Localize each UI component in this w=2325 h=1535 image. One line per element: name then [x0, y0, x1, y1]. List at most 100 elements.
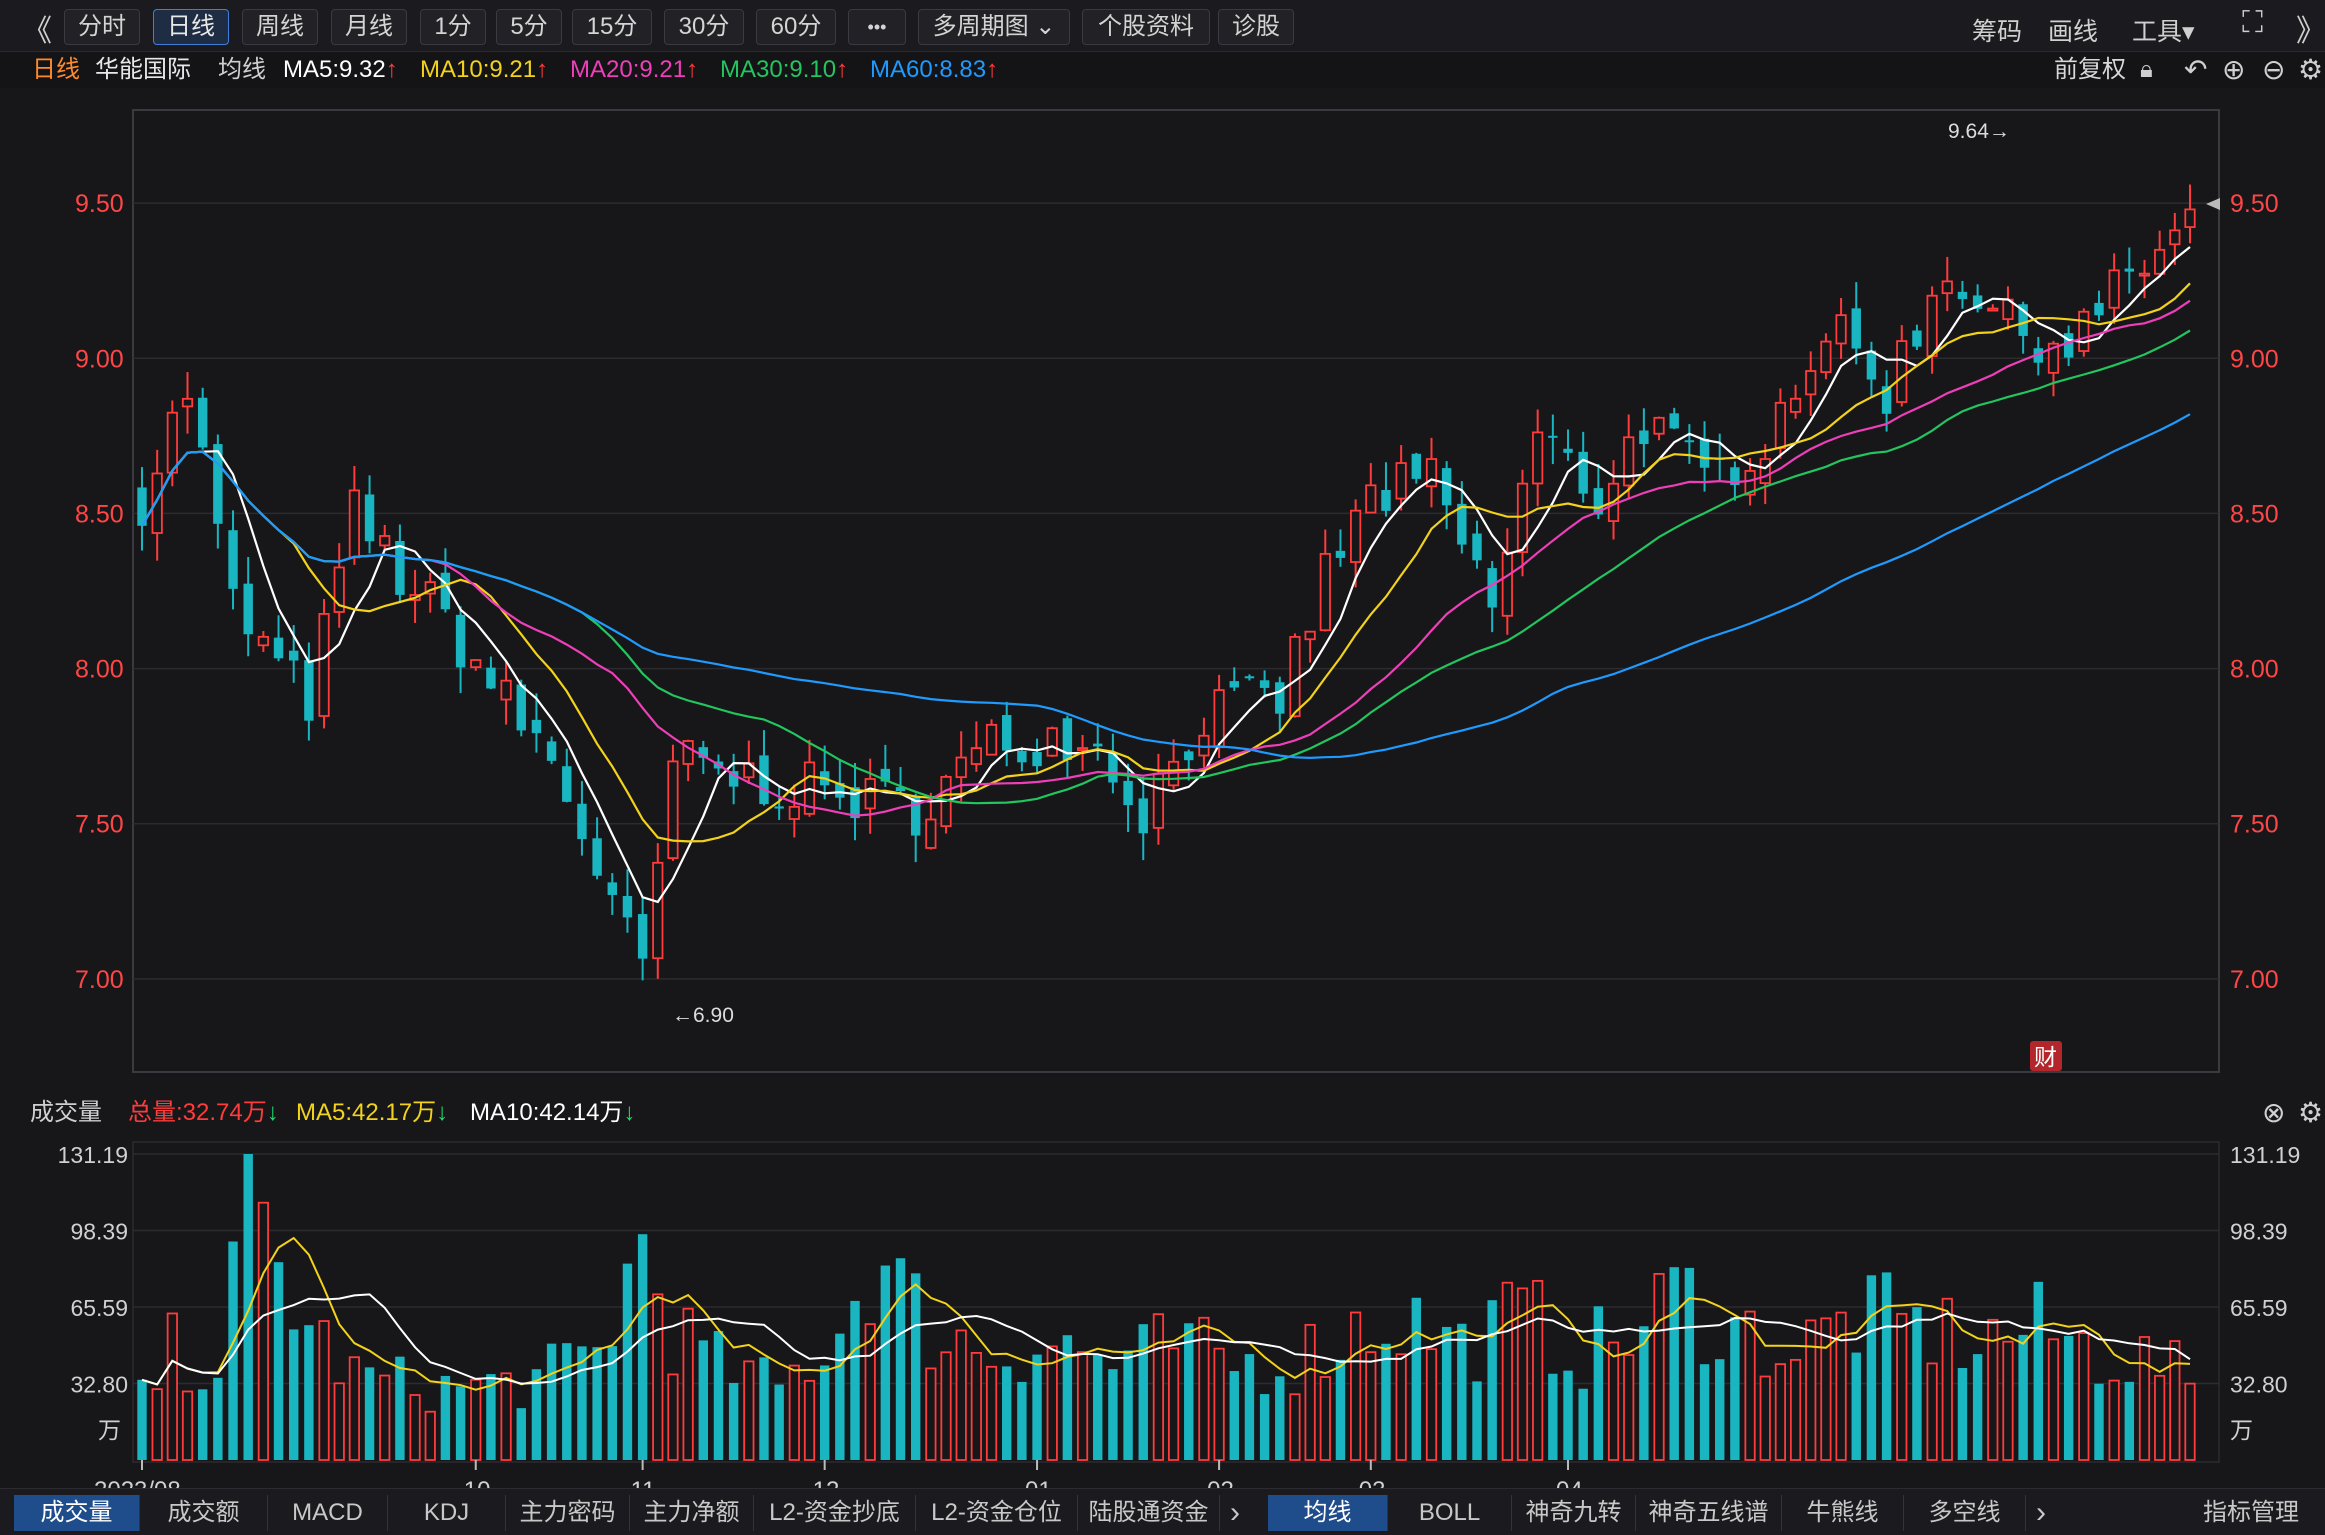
candle-body-down	[364, 494, 375, 542]
lock-icon[interactable]: 🔒︎	[2140, 56, 2153, 83]
candle-body-up	[864, 778, 876, 810]
candle-body-up	[788, 805, 800, 820]
settings-gear-icon[interactable]: ⚙	[2298, 54, 2324, 85]
volume-tick-label: 32.80	[70, 1371, 128, 1397]
volume-bar-down	[910, 1273, 921, 1460]
draw-line-button[interactable]: 画线	[2048, 18, 2099, 46]
volume-bar-up	[1774, 1363, 1787, 1461]
collapse-left-icon[interactable]: 《	[22, 15, 52, 48]
finance-badge[interactable]: 财	[2034, 1044, 2057, 1070]
volume-bar-up	[151, 1388, 163, 1461]
candle-body-up	[2047, 342, 2060, 374]
ma20-value: MA20:9.21↑	[570, 56, 699, 83]
tab-5min[interactable]: 5分	[496, 9, 562, 45]
tab-30min[interactable]: 30分	[664, 9, 744, 45]
tab-long-short[interactable]: 多空线	[1904, 1495, 2026, 1531]
tab-main-net[interactable]: 主力净额	[630, 1495, 754, 1531]
volume-unit-right: 万	[2230, 1417, 2253, 1443]
tab-intraday[interactable]: 分时	[64, 9, 140, 45]
tab-daily[interactable]: 日线	[153, 9, 229, 45]
chips-button[interactable]: 筹码	[1972, 18, 2023, 46]
fullscreen-icon[interactable]: ⛶	[2242, 6, 2263, 39]
close-indicator-icon[interactable]: ⊗	[2262, 1097, 2286, 1128]
tab-magic-nine[interactable]: 神奇九转	[1512, 1495, 1636, 1531]
volume-bar-up	[1835, 1311, 1847, 1461]
tab-volume[interactable]: 成交量	[14, 1495, 140, 1531]
tab-monthly[interactable]: 月线	[331, 9, 407, 45]
volume-bar-down	[1002, 1366, 1012, 1460]
undo-icon[interactable]: ↶	[2184, 54, 2208, 85]
expand-right-icon[interactable]: 》	[2296, 15, 2325, 48]
tab-boll[interactable]: BOLL	[1388, 1495, 1512, 1531]
stock-profile-button[interactable]: 个股资料	[1082, 9, 1210, 45]
volume-bar-down	[137, 1379, 147, 1460]
price-tick-label: 7.00	[2230, 966, 2279, 994]
tabs-right-more-icon[interactable]: ›	[2036, 1496, 2046, 1529]
volume-bar-down	[1881, 1272, 1892, 1460]
tab-magic-five[interactable]: 神奇五线谱	[1636, 1495, 1782, 1531]
top-toolbar: 《 分时 日线 周线 月线 1分 5分 15分 30分 60分 ••• 多周期图…	[0, 0, 2325, 52]
volume-bar-down	[698, 1340, 709, 1460]
zoom-out-icon[interactable]: ⊖	[2262, 54, 2286, 85]
candle-body-up	[2169, 229, 2181, 246]
volume-chart[interactable]: 131.19 131.19 98.39 98.39 65.59 65.59 32.80 32.…	[0, 1132, 2325, 1488]
ma-label[interactable]: 均线	[218, 56, 266, 83]
tab-l2-position[interactable]: L2-资金仓位	[916, 1495, 1078, 1531]
tab-60min[interactable]: 60分	[756, 9, 836, 45]
volume-tick-label: 32.80	[2230, 1371, 2288, 1397]
current-price-marker-icon	[2206, 198, 2220, 210]
volume-bar-down	[1244, 1354, 1255, 1460]
price-tick-label: 9.50	[2230, 190, 2279, 218]
stock-name: 华能国际	[95, 56, 191, 83]
tab-weekly[interactable]: 周线	[242, 9, 318, 45]
tab-turnover[interactable]: 成交额	[140, 1495, 268, 1531]
tab-northbound[interactable]: 陆股通资金	[1078, 1495, 1220, 1531]
more-periods-button[interactable]: •••	[848, 9, 906, 45]
tab-macd[interactable]: MACD	[268, 1495, 388, 1531]
price-tick-label: 9.00	[75, 345, 124, 373]
volume-bar-down	[243, 1154, 253, 1460]
candle-body-down	[1593, 488, 1604, 515]
volume-bar-down	[1275, 1376, 1285, 1460]
volume-bar-up	[1046, 1345, 1058, 1461]
tab-1min[interactable]: 1分	[420, 9, 486, 45]
tab-l2-bottom[interactable]: L2-资金抄底	[754, 1495, 916, 1531]
diagnose-button[interactable]: 诊股	[1218, 9, 1294, 45]
multi-period-dropdown[interactable]: 多周期图 ⌄	[918, 9, 1070, 45]
volume-bar-up	[788, 1364, 800, 1461]
candle-body-down	[531, 719, 542, 734]
volume-bar-down	[850, 1300, 860, 1460]
tools-dropdown[interactable]: 工具▾	[2132, 18, 2195, 46]
volume-bar-down	[2094, 1383, 2104, 1460]
candle-body-up	[2154, 248, 2166, 275]
restore-mode-label[interactable]: 前复权	[2054, 56, 2126, 83]
volume-ma-lines	[141, 1236, 2191, 1391]
finance-badge-bg[interactable]	[2030, 1041, 2062, 1071]
tab-ma[interactable]: 均线	[1268, 1495, 1388, 1531]
candle-body-down	[440, 572, 451, 610]
volume-bar-up	[1759, 1375, 1771, 1461]
tabs-left-more-icon[interactable]: ›	[1230, 1496, 1240, 1529]
tab-bull-bear[interactable]: 牛熊线	[1782, 1495, 1904, 1531]
candle-body-up	[2078, 310, 2090, 352]
volume-bar-up	[1926, 1362, 1938, 1461]
tab-15min[interactable]: 15分	[572, 9, 652, 45]
candle-body-up	[1653, 416, 1665, 435]
ma20-line	[141, 299, 2191, 817]
candle-body-down	[273, 637, 284, 659]
volume-bar-up	[1425, 1348, 1438, 1461]
candle-body-up	[970, 747, 982, 765]
indicator-manage-button[interactable]: 指标管理	[2203, 1499, 2299, 1526]
volume-bar-up	[1501, 1281, 1513, 1461]
tab-main-code[interactable]: 主力密码	[506, 1495, 630, 1531]
indicator-settings-icon[interactable]: ⚙	[2298, 1097, 2324, 1128]
zoom-in-icon[interactable]: ⊕	[2222, 54, 2246, 85]
tab-kdj[interactable]: KDJ	[388, 1495, 506, 1531]
candle-body-down	[1699, 438, 1710, 468]
candle-body-down	[1957, 291, 1968, 300]
volume-bar-up	[348, 1356, 360, 1461]
candle-body-up	[1395, 462, 1407, 500]
price-tick-label: 7.50	[75, 811, 124, 839]
price-chart[interactable]: 9.50 9.00 8.50 8.00 7.50 7.00 9.50 9.00 8.50 8.0…	[0, 88, 2325, 1094]
date-label: 02	[1207, 1477, 1234, 1488]
